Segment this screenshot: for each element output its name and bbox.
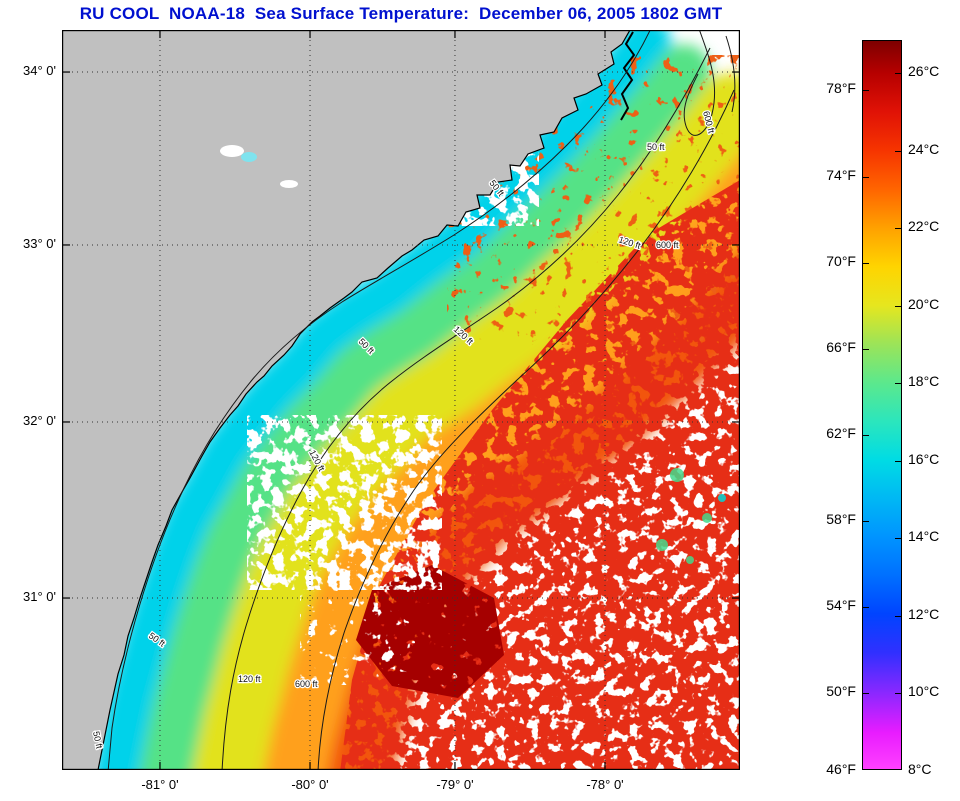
fahrenheit-tick-label: 58°F: [826, 511, 856, 528]
colorbar-tick: [863, 176, 869, 178]
contour-label: 120 ft: [238, 674, 261, 684]
colorbar-tick: [863, 607, 869, 609]
celsius-tick-label: 10°C: [908, 683, 940, 700]
contour-swirl-ne-2: [725, 35, 736, 113]
contour-label: 50 ft: [647, 142, 665, 152]
celsius-tick-label: 18°C: [908, 373, 940, 390]
figure-title: RU COOL NOAA-18 Sea Surface Temperature:…: [79, 4, 723, 23]
axis-ticks: [62, 30, 740, 770]
colorbar-tick: [863, 349, 869, 351]
celsius-tick-label: 8°C: [908, 761, 932, 777]
y-tick-label: 34° 0': [23, 63, 56, 79]
fahrenheit-tick-label: 66°F: [826, 339, 856, 356]
river-estuary: [620, 31, 636, 121]
celsius-tick-label: 14°C: [908, 528, 940, 545]
x-tick-label: -81° 0': [141, 777, 179, 792]
colorbar-tick: [863, 435, 869, 437]
x-tick-label: -80° 0': [291, 777, 329, 792]
inland-cloud-spots: [220, 145, 298, 188]
y-tick-label: 31° 0': [23, 589, 56, 605]
fahrenheit-tick-label: 74°F: [826, 166, 856, 183]
celsius-tick-label: 24°C: [908, 140, 940, 157]
plot-frame: [62, 30, 740, 770]
celsius-tick-label: 26°C: [908, 63, 940, 80]
celsius-tick-label: 16°C: [908, 450, 940, 467]
map-plot: 50 ft 50 ft 120 ft 600 ft 600 ft 50 ft 120 ft 1…: [61, 17, 867, 801]
colorbar-tick: [895, 228, 901, 230]
contour-600ft: [317, 89, 735, 773]
colorbar-tick: [895, 305, 901, 307]
colorbar-tick: [895, 615, 901, 617]
x-tick-label: -79° 0': [436, 777, 474, 792]
contour-label: 600 ft: [656, 240, 679, 250]
colorbar-tick: [895, 150, 901, 152]
colorbar-tick: [895, 538, 901, 540]
colorbar-tick: [895, 73, 901, 75]
colorbar-tick: [863, 693, 869, 695]
land: [61, 29, 632, 771]
celsius-tick-label: 20°C: [908, 295, 940, 312]
colorbar-tick: [863, 521, 869, 523]
colorbar-tick: [895, 383, 901, 385]
colorbar-tick: [863, 769, 869, 770]
fahrenheit-tick-label: 78°F: [826, 80, 856, 97]
y-tick-label: 33° 0': [23, 235, 56, 251]
fahrenheit-tick-label: 46°F: [826, 761, 856, 777]
contour-50ft: [107, 21, 655, 773]
colorbar: [862, 40, 902, 770]
y-tick-label: 32° 0': [23, 412, 56, 428]
celsius-tick-label: 22°C: [908, 218, 940, 235]
warm-eddy-specks: [656, 468, 726, 564]
colorbar-tick: [895, 693, 901, 695]
x-tick-label: -78° 0': [586, 777, 624, 792]
colorbar-tick: [863, 262, 869, 264]
colorbar-tick: [895, 460, 901, 462]
fahrenheit-tick-label: 70°F: [826, 252, 856, 269]
cloud-patch-central: [247, 415, 442, 590]
fahrenheit-tick-label: 50°F: [826, 683, 856, 700]
contour-120ft: [221, 47, 711, 773]
contour-label: 600 ft: [295, 679, 318, 689]
colorbar-tick: [895, 769, 901, 770]
contour-swirl-ne: [683, 25, 716, 136]
celsius-tick-label: 12°C: [908, 605, 940, 622]
bathymetry-contours: [107, 21, 736, 773]
colorbar-tick: [863, 90, 869, 92]
fahrenheit-tick-label: 62°F: [826, 425, 856, 442]
colorbar-gradient: [863, 41, 901, 769]
cloud-patch-south: [300, 570, 415, 685]
fahrenheit-tick-label: 54°F: [826, 597, 856, 614]
